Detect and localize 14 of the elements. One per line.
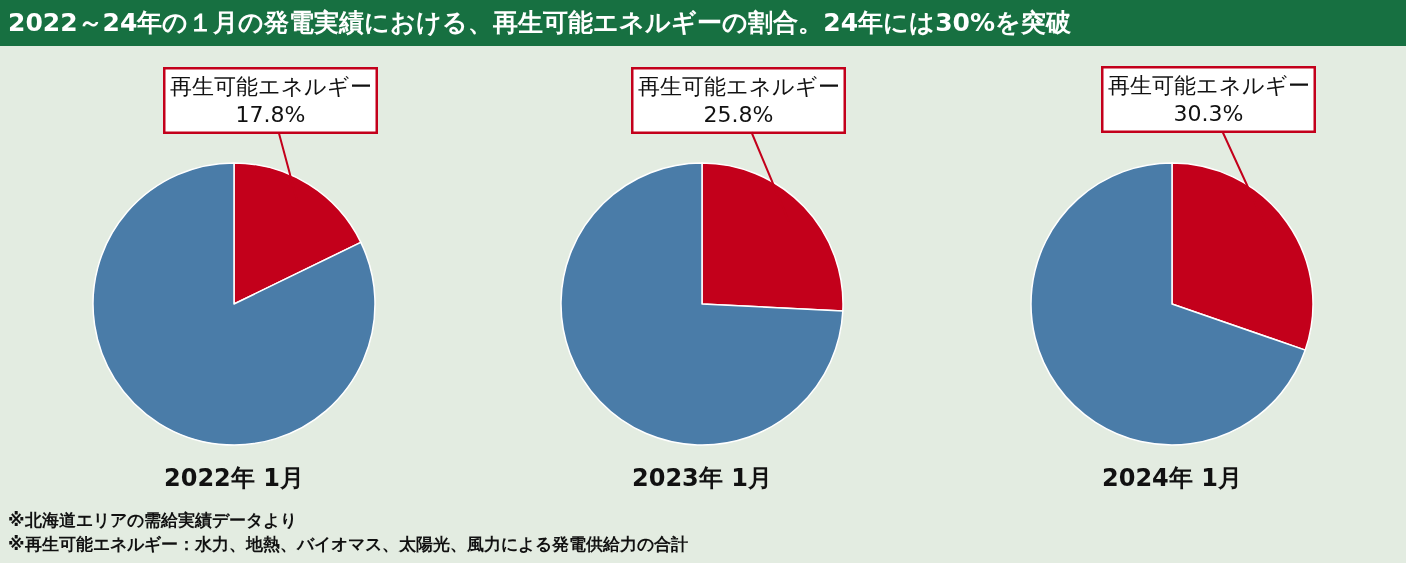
text: 2023年 1月 [632, 464, 772, 492]
text: 2022年 1月 [164, 464, 304, 492]
data-label: 17.8% [235, 102, 306, 128]
slice-label: 再生可能エネルギー [1107, 72, 1310, 98]
pie-slice [560, 162, 844, 446]
slice-label: 再生可能エネルギー [169, 73, 372, 99]
text: 2022～24年の１月の発電実績における、再生可能エネルギーの割合。24年には30%を突破 [8, 8, 1072, 37]
slice-label: 再生可能エネルギー [637, 73, 840, 99]
text: ※北海道エリアの需給実績データより [8, 510, 297, 530]
data-label: 25.8% [703, 102, 774, 128]
pie-slice [92, 162, 376, 446]
text: 2024年 1月 [1102, 464, 1242, 492]
text: ※再生可能エネルギー：水力、地熱、バイオマス、太陽光、風力による発電供給力の合計 [8, 534, 688, 554]
data-label: 30.3% [1173, 101, 1244, 127]
